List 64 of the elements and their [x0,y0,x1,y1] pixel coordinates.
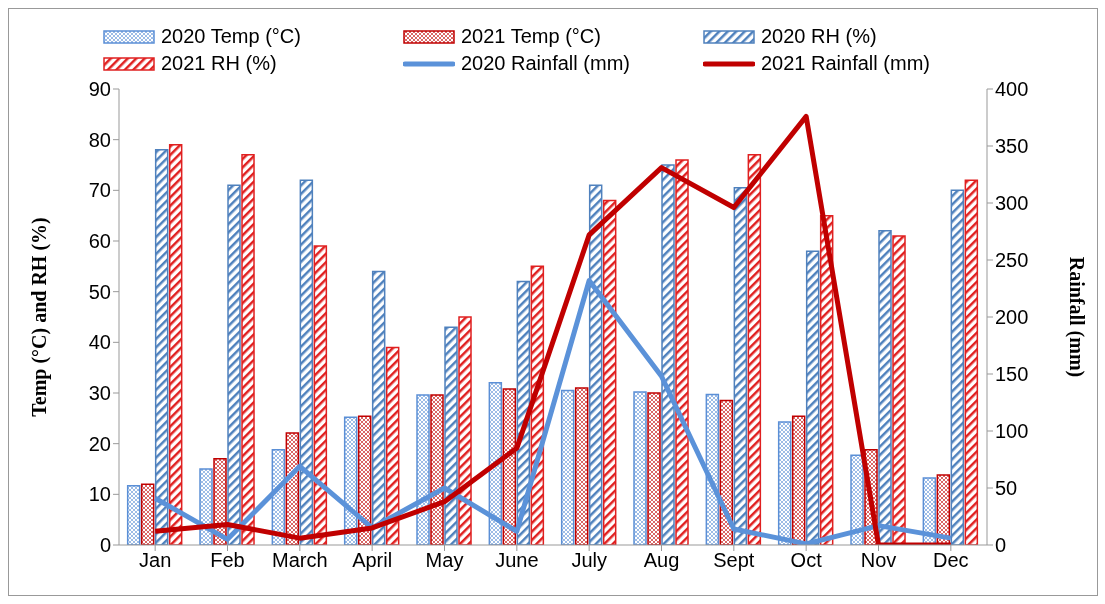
bar [661,164,675,545]
y-tick-label: 20 [88,432,111,455]
y-tick-label: 70 [88,179,111,202]
bar [964,179,979,545]
bar [299,179,314,545]
bar [385,346,400,545]
y2-tick-label: 0 [995,534,1007,557]
y-tick-label: 80 [88,128,111,151]
bar [892,235,906,545]
x-tick-label: Feb [210,549,245,572]
x-tick-label: July [571,549,607,572]
y-axis-title: Temp (°C) and RH (%) [28,217,52,417]
bar [950,189,965,545]
x-tick-label: June [495,549,539,572]
x-tick-label: April [352,549,393,572]
bar [733,187,748,545]
x-tick-label: Aug [643,549,680,572]
bar [602,199,617,545]
y2-tick-label: 50 [995,477,1018,500]
bar [588,184,603,545]
y2-tick-label: 250 [995,249,1029,272]
y-tick-label: 0 [99,534,111,557]
bar [878,230,892,545]
y2-tick-label: 150 [995,363,1029,386]
x-tick-label: Oct [790,549,823,572]
y2-tick-label: 100 [995,420,1029,443]
bar [371,270,386,545]
x-tick-label: March [272,549,328,572]
legend-label: 2021 RH (%) [161,52,277,75]
y-tick-label: 40 [88,331,111,354]
y-tick-label: 50 [88,280,111,303]
bar [675,159,689,545]
bar [313,245,328,545]
bar [126,484,141,545]
y2-tick-label: 200 [995,306,1029,329]
y-tick-label: 10 [88,483,111,506]
bar [444,326,458,545]
y-tick-label: 90 [88,78,111,101]
y2-tick-label: 400 [995,78,1029,101]
x-tick-label: May [425,549,464,572]
bar [241,154,255,545]
bar [154,149,169,545]
y-tick-label: 30 [88,382,111,405]
x-tick-label: Sept [713,549,755,572]
legend-label: 2020 Rainfall (mm) [461,52,630,75]
y2-axis-title: Rainfall (mm) [1064,256,1088,378]
y2-tick-label: 300 [995,192,1029,215]
bar [458,316,472,545]
bar [574,387,589,545]
y-tick-label: 60 [88,230,111,253]
legend-label: 2020 Temp (°C) [161,25,301,48]
bar [747,154,762,545]
bar [633,391,647,545]
bar [805,250,820,545]
y2-tick-label: 350 [995,135,1029,158]
bar [227,184,241,545]
bar [168,143,183,545]
legend-label: 2020 RH (%) [761,25,877,48]
x-tick-label: Jan [139,549,172,572]
x-tick-label: Dec [933,549,969,572]
legend-label: 2021 Rainfall (mm) [761,52,930,75]
bar [647,392,661,545]
legend-label: 2021 Temp (°C) [461,25,601,48]
x-tick-label: Nov [860,549,897,572]
